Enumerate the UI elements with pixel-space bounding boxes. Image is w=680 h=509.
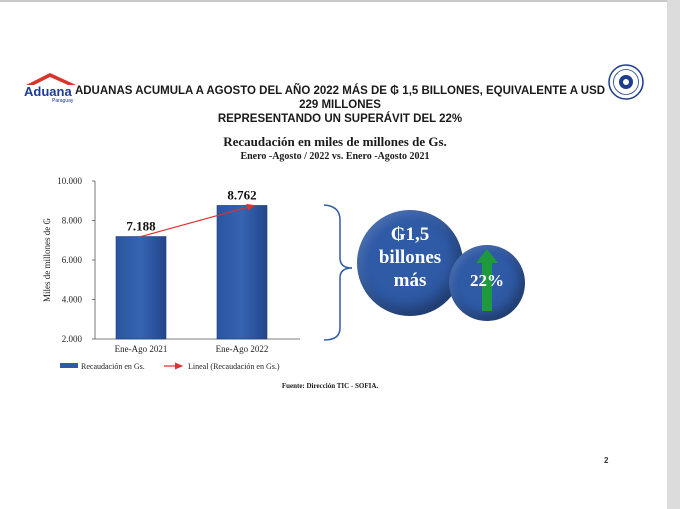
chart-subtitle: Enero -Agosto / 2022 vs. Enero -Agosto 2… — [240, 151, 430, 162]
bar — [115, 236, 167, 340]
y-tick-label: 2.000 — [62, 334, 83, 344]
y-ticks: 2.000 4.000 6.000 8.000 10.000 — [57, 176, 95, 344]
customs-seal-icon — [608, 64, 644, 100]
page-number: 2 — [604, 456, 609, 465]
bars: 7.188 Ene-Ago 2021 8.762 Ene-Ago 2022 — [115, 187, 269, 354]
amount-line-1: ₲1,5 — [390, 224, 430, 245]
x-tick-label: Ene-Ago 2021 — [115, 344, 168, 354]
legend-label-trend: Lineal (Recaudación en Gs.) — [188, 362, 280, 371]
bar-value-label: 7.188 — [126, 219, 156, 234]
percent-bubble: 22% — [449, 245, 525, 321]
viewer-margin — [667, 0, 680, 509]
legend-label-bars: Recaudación en Gs. — [81, 362, 145, 371]
amount-bubble: ₲1,5 billones más — [357, 210, 463, 316]
trend-line — [140, 203, 256, 238]
up-arrow-icon — [476, 249, 498, 311]
percent-value: 22% — [470, 271, 504, 290]
x-tick-label: Ene-Ago 2022 — [216, 344, 269, 354]
headline-line-1: ADUANAS ACUMULA A AGOSTO DEL AÑO 2022 MÁ… — [74, 85, 606, 111]
amount-line-3: más — [393, 270, 427, 291]
y-tick-label: 6.000 — [62, 255, 83, 265]
y-tick-label: 8.000 — [62, 216, 83, 226]
y-tick-label: 4.000 — [62, 295, 83, 305]
headline: ADUANAS ACUMULA A AGOSTO DEL AÑO 2022 MÁ… — [70, 84, 610, 126]
logo-text: Aduana — [24, 84, 72, 99]
logo-subtext: Paraguay — [52, 98, 74, 104]
roof-icon — [26, 73, 76, 85]
bar-value-label: 8.762 — [227, 187, 256, 202]
legend-bar-swatch — [60, 363, 78, 368]
bar — [216, 205, 268, 340]
amount-line-2: billones — [378, 247, 442, 268]
top-border — [0, 0, 667, 2]
aduana-logo: Aduana Paraguay — [22, 72, 80, 104]
trendline — [140, 203, 256, 238]
y-axis-label: Miles de millones de ₲ — [42, 218, 52, 302]
source-note: Fuente: Dirección TIC - SOFIA. — [281, 382, 379, 390]
legend: Recaudación en Gs. Lineal (Recaudación en… — [60, 362, 280, 371]
curly-brace — [323, 204, 353, 341]
y-tick-label: 10.000 — [57, 176, 82, 186]
chart-title: Recaudación en miles de millones de Gs. — [223, 134, 447, 149]
headline-line-2: REPRESENTANDO UN SUPERÁVIT DEL 22% — [217, 113, 463, 125]
